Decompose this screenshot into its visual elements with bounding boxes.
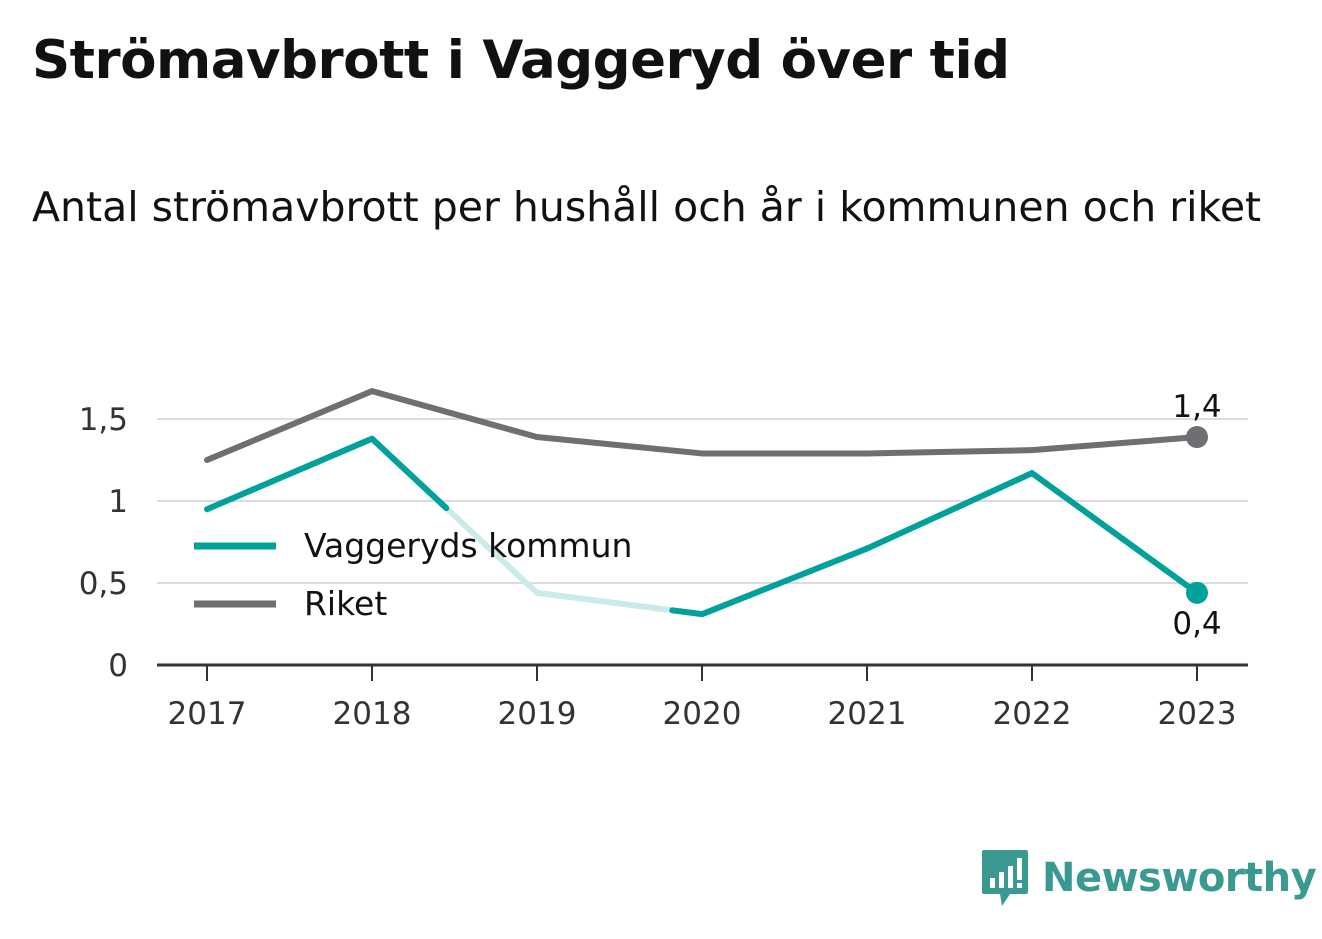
series-segment bbox=[1029, 470, 1200, 596]
x-tick-label: 2022 bbox=[993, 696, 1072, 732]
series-end-point bbox=[1186, 426, 1208, 449]
y-tick-label: 1 bbox=[108, 484, 128, 520]
x-tick-label: 2019 bbox=[498, 696, 577, 732]
series-segment bbox=[204, 388, 375, 463]
x-tick-label: 2018 bbox=[333, 696, 412, 732]
riket-end-label: 1,4 bbox=[1172, 389, 1221, 425]
series-lines bbox=[204, 388, 1208, 618]
series-segment-highlight bbox=[669, 607, 705, 618]
brand-name: Newsworthy bbox=[1042, 855, 1317, 901]
x-tick-label: 2020 bbox=[663, 696, 742, 732]
brand-logo: Newsworthy bbox=[980, 848, 1317, 908]
series-segment bbox=[864, 447, 1035, 457]
axes: 0 0,5 1 1,5 2017 2018 2019 2020 2021 2022 2023 bbox=[79, 402, 1248, 732]
y-tick-label: 0,5 bbox=[79, 566, 128, 602]
series-segment bbox=[1029, 434, 1200, 454]
y-tick-label: 0 bbox=[108, 648, 128, 684]
series-segment-highlight bbox=[369, 435, 450, 512]
series-end-point bbox=[1186, 581, 1208, 604]
data-labels: 1,4 0,4 bbox=[1172, 389, 1221, 642]
series-segment bbox=[699, 545, 870, 618]
newsworthy-logo-icon bbox=[982, 850, 1028, 906]
kommun-end-label: 0,4 bbox=[1172, 606, 1221, 642]
series-segment bbox=[864, 470, 1035, 552]
x-tick-label: 2021 bbox=[828, 696, 907, 732]
x-tick-label: 2017 bbox=[168, 696, 247, 732]
chart-title: Strömavbrott i Vaggeryd över tid bbox=[32, 30, 1010, 91]
y-tick-label: 1,5 bbox=[79, 402, 128, 438]
legend-label: Vaggeryds kommun bbox=[304, 526, 632, 565]
legend-label: Riket bbox=[304, 584, 387, 623]
series-segment bbox=[369, 388, 540, 441]
chart-subtitle: Antal strömavbrott per hushåll och år i … bbox=[32, 183, 1262, 231]
x-tick-label: 2023 bbox=[1158, 696, 1237, 732]
series-segment bbox=[204, 435, 375, 513]
legend: Vaggeryds kommun Riket bbox=[194, 526, 632, 623]
series-segment bbox=[534, 434, 705, 457]
